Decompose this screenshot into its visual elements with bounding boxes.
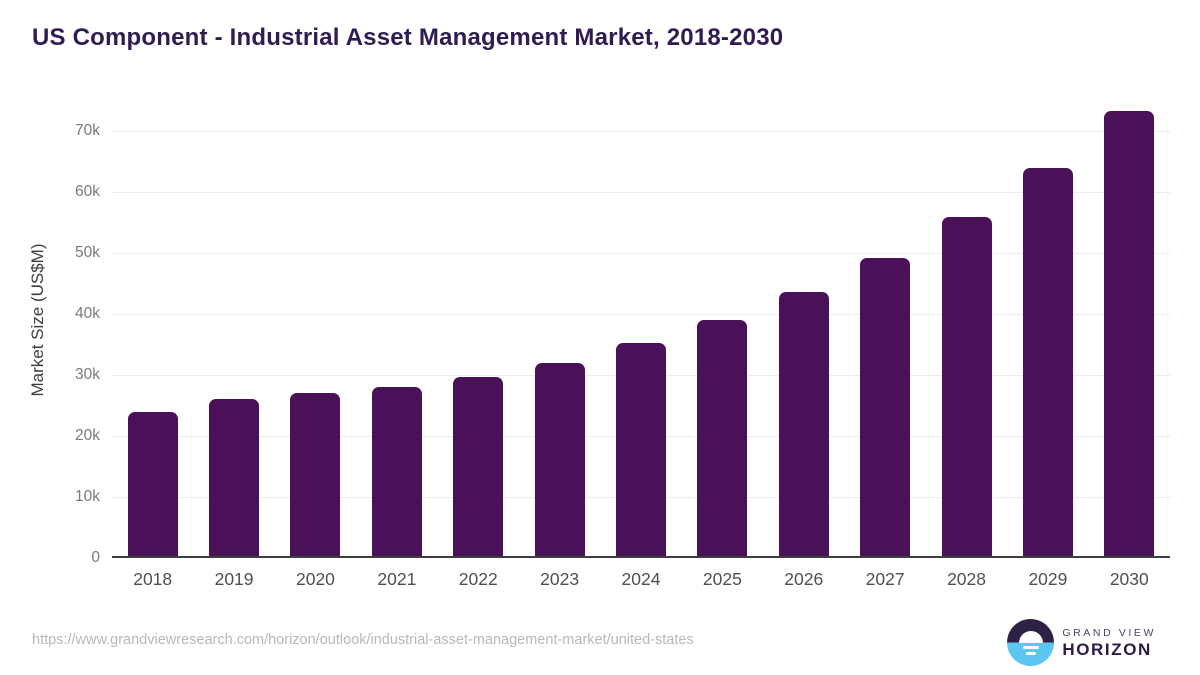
- brand-logo: GRAND VIEW HORIZON: [1007, 619, 1156, 666]
- x-axis-tick-label: 2027: [865, 569, 905, 589]
- x-axis-tick-label: 2023: [540, 569, 580, 589]
- bar-2022: [453, 377, 504, 558]
- y-axis-tick-label: 60k: [75, 183, 100, 200]
- bar-2030: [1104, 110, 1155, 558]
- bar-2021: [371, 387, 422, 558]
- bar-2027: [860, 258, 911, 558]
- x-axis-tick-label: 2018: [133, 569, 173, 589]
- horizon-sunrise-logo-icon: [1007, 619, 1055, 666]
- bar-2028: [941, 217, 992, 558]
- y-axis-tick-label: 20k: [75, 427, 100, 444]
- horizon-line-2: [1025, 652, 1036, 655]
- source-url: https://www.grandviewresearch.com/horizo…: [32, 632, 694, 648]
- bar-2020: [290, 392, 341, 558]
- y-axis-tick-label: 40k: [75, 305, 100, 322]
- x-axis-tick-label: 2026: [784, 569, 824, 589]
- bar-2026: [778, 292, 829, 558]
- horizon-line-1: [1022, 646, 1039, 649]
- bar-2018: [127, 412, 178, 558]
- x-axis-tick-label: 2025: [702, 569, 742, 589]
- gridline: [112, 252, 1170, 254]
- x-axis-tick-label: 2022: [458, 569, 498, 589]
- y-axis-tick-label: 0: [91, 549, 100, 566]
- brand-logo-text: GRAND VIEW HORIZON: [1062, 627, 1156, 659]
- brand-name-grand-view: GRAND VIEW: [1062, 626, 1156, 639]
- bar-2019: [209, 399, 260, 558]
- brand-name-horizon: HORIZON: [1062, 639, 1152, 659]
- x-axis-tick-label: 2030: [1109, 569, 1149, 589]
- bar-2023: [534, 363, 585, 558]
- x-axis-tick-label: 2024: [621, 569, 661, 589]
- gridline: [112, 191, 1170, 193]
- y-axis-tick-label: 50k: [75, 244, 100, 261]
- gridline: [112, 130, 1170, 132]
- bar-2025: [697, 320, 748, 558]
- x-axis-tick-label: 2020: [295, 569, 335, 589]
- y-axis-tick-label: 10k: [75, 488, 100, 505]
- x-axis-tick-label: 2028: [947, 569, 986, 589]
- gridline: [112, 313, 1170, 315]
- x-axis-tick-label: 2021: [377, 569, 417, 589]
- bar-2024: [616, 342, 666, 558]
- y-axis-tick-label: 70k: [75, 122, 100, 139]
- bar-2029: [1022, 167, 1073, 558]
- y-axis-tick-label: 30k: [75, 366, 100, 383]
- x-axis-tick-label: 2019: [214, 569, 254, 589]
- sun-shape: [1018, 630, 1043, 643]
- x-axis-line: [112, 556, 1170, 558]
- chart-title: US Component - Industrial Asset Manageme…: [32, 24, 784, 51]
- x-axis-tick-label: 2029: [1028, 569, 1068, 589]
